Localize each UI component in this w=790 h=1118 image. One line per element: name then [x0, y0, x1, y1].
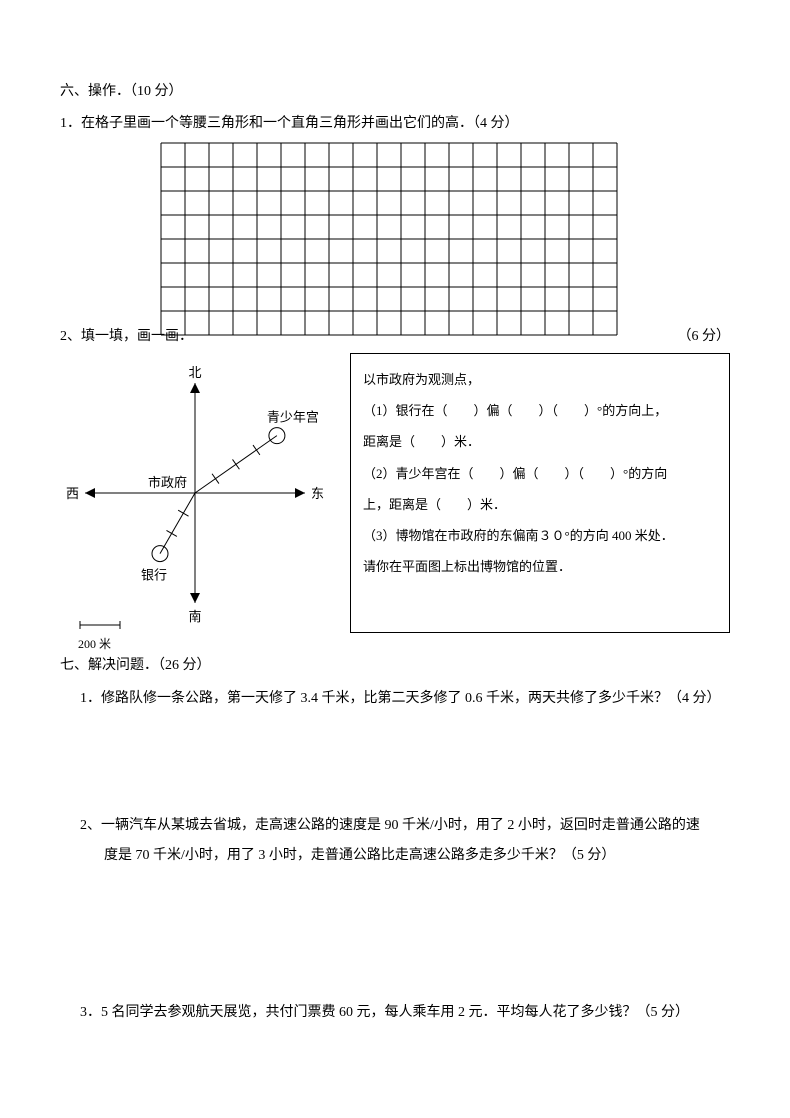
grid-container [160, 142, 730, 341]
drawing-grid [160, 142, 618, 336]
box-line1b: 距离是（ ）米． [363, 426, 717, 457]
q6-2-label: 2、填一填，画一画． [60, 323, 193, 345]
box-line3: （3）博物馆在市政府的东偏南３０°的方向 400 米处． [363, 520, 717, 551]
svg-text:银行: 银行 [141, 568, 167, 583]
box-line2b: 上，距离是（ ）米． [363, 489, 717, 520]
q7-3: 3．5 名同学去参观航天展览，共付门票费 60 元，每人乘车用 2 元．平均每人… [80, 1000, 730, 1027]
box-line2: （2）青少年宫在（ ）偏（ ）（ ）°的方向 [363, 458, 717, 489]
scale-label: 200 米 [78, 635, 730, 652]
svg-text:北: 北 [188, 365, 201, 380]
q7-1: 1．修路队修一条公路，第一天修了 3.4 千米，比第二天多修了 0.6 千米，两… [80, 686, 730, 713]
box-line3b: 请你在平面图上标出博物馆的位置． [363, 551, 717, 582]
section6-title: 六、操作．（10 分） [60, 80, 730, 100]
svg-text:西: 西 [66, 486, 79, 501]
svg-text:青少年宫: 青少年宫 [267, 410, 319, 425]
q6-2-score: （6 分） [678, 323, 731, 345]
compass-diagram: 北南 东 西 市政府 青少年宫银行 [60, 353, 340, 633]
q7-2b: 度是 70 千米/小时，用了 3 小时，走普通公路比走高速公路多走多少千米？（5… [104, 843, 730, 870]
question-box: 以市政府为观测点， （1）银行在（ ）偏（ ）（ ）°的方向上， 距离是（ ）米… [350, 353, 730, 633]
box-intro: 以市政府为观测点， [363, 364, 717, 395]
box-line1: （1）银行在（ ）偏（ ）（ ）°的方向上， [363, 395, 717, 426]
svg-text:东: 东 [311, 486, 324, 501]
section7-title: 七、解决问题．（26 分） [60, 654, 730, 674]
svg-text:南: 南 [188, 609, 201, 624]
q7-2a: 2、一辆汽车从某城去省城，走高速公路的速度是 90 千米/小时，用了 2 小时，… [80, 813, 730, 840]
q6-1-text: 1．在格子里画一个等腰三角形和一个直角三角形并画出它们的高．（4 分） [60, 112, 730, 132]
svg-text:市政府: 市政府 [148, 475, 187, 490]
